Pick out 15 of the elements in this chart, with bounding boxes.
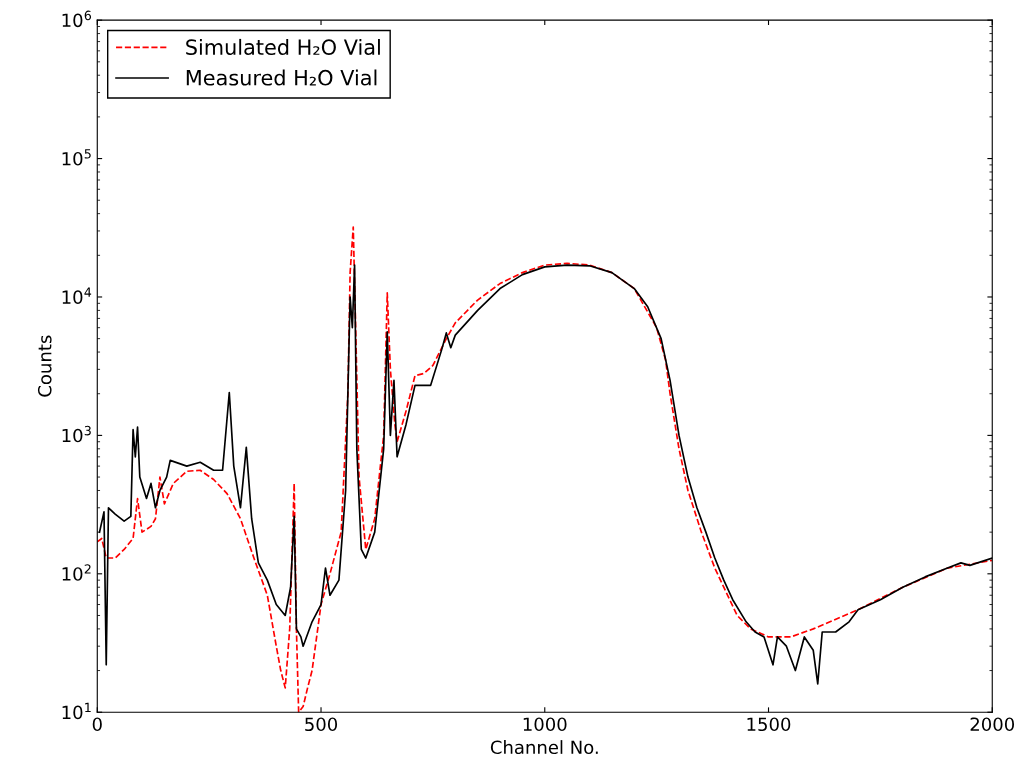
y-tick-label: 10$^{3}$	[62, 425, 91, 443]
x-tick-label: 1000	[523, 717, 567, 732]
y-axis-title: Counts	[37, 335, 52, 397]
x-tick-label: 500	[305, 717, 338, 732]
x-tick-label: 0	[92, 717, 102, 732]
y-tick-label: 10$^{2}$	[62, 564, 91, 581]
legend-label: Simulated H₂O Vial	[186, 38, 380, 56]
y-tick-label: 10$^{4}$	[62, 287, 92, 304]
y-tick-label: 10$^{1}$	[62, 702, 91, 720]
legend-label: Measured H₂O Vial	[186, 69, 377, 86]
x-tick-label: 2000	[970, 717, 1015, 732]
y-tick-label: 10$^{5}$	[62, 149, 91, 166]
x-tick-label: 1500	[747, 717, 791, 732]
x-axis-title: Channel No.	[490, 740, 598, 755]
y-tick-label: 10$^{6}$	[62, 10, 92, 28]
